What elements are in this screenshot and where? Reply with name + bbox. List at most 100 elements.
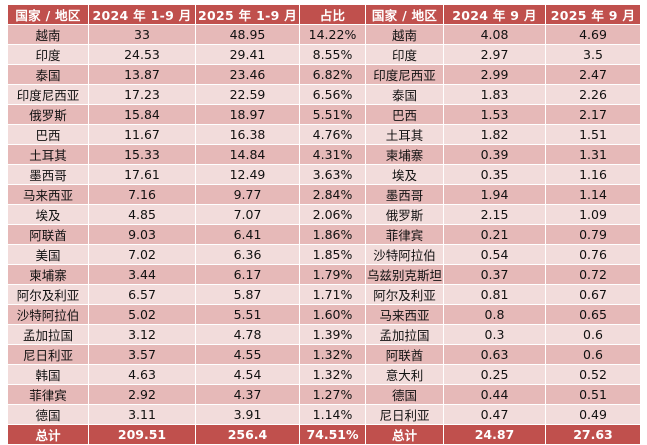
header-2024-sep: 2024 年 9 月 <box>443 4 546 25</box>
table-row: 柬埔寨 3.44 6.17 1.79% 乌兹别克斯坦 0.37 0.72 <box>7 264 641 285</box>
cell-value-2024-sep: 0.44 <box>443 384 546 405</box>
cell-country-right: 越南 <box>365 24 444 45</box>
cell-country-right: 乌兹别克斯坦 <box>365 264 444 285</box>
cell-value-2024-jan-sep: 7.16 <box>88 184 196 205</box>
cell-value-2024-jan-sep: 15.84 <box>88 104 196 125</box>
cell-country-left: 俄罗斯 <box>7 104 89 125</box>
cell-value-2025-sep: 0.6 <box>545 344 641 365</box>
cell-value-2024-jan-sep: 9.03 <box>88 224 196 245</box>
cell-value-2024-sep: 4.08 <box>443 24 546 45</box>
cell-country-right: 俄罗斯 <box>365 204 444 225</box>
cell-value-2024-sep: 0.54 <box>443 244 546 265</box>
table-row: 印度尼西亚 17.23 22.59 6.56% 泰国 1.83 2.26 <box>7 84 641 105</box>
cell-country-right: 墨西哥 <box>365 184 444 205</box>
cell-share: 5.51% <box>299 104 366 125</box>
cell-value-2025-sep: 0.51 <box>545 384 641 405</box>
cell-share: 1.86% <box>299 224 366 245</box>
cell-country-left: 越南 <box>7 24 89 45</box>
table-row: 泰国 13.87 23.46 6.82% 印度尼西亚 2.99 2.47 <box>7 64 641 85</box>
cell-country-left: 印度尼西亚 <box>7 84 89 105</box>
table-row: 土耳其 15.33 14.84 4.31% 柬埔寨 0.39 1.31 <box>7 144 641 165</box>
cell-value-2025-jan-sep: 6.41 <box>195 224 300 245</box>
cell-value-2024-sep: 0.25 <box>443 364 546 385</box>
table-row: 孟加拉国 3.12 4.78 1.39% 孟加拉国 0.3 0.6 <box>7 324 641 345</box>
cell-value-2024-sep: 1.53 <box>443 104 546 125</box>
cell-country-left: 沙特阿拉伯 <box>7 304 89 325</box>
cell-country-right: 阿尔及利亚 <box>365 284 444 305</box>
cell-value-2025-jan-sep: 4.54 <box>195 364 300 385</box>
header-2025-sep: 2025 年 9 月 <box>545 4 641 25</box>
cell-value-2025-jan-sep: 18.97 <box>195 104 300 125</box>
cell-country-left: 孟加拉国 <box>7 324 89 345</box>
cell-value-2024-sep: 0.63 <box>443 344 546 365</box>
cell-value-2024-jan-sep: 17.61 <box>88 164 196 185</box>
cell-value-2024-sep: 0.47 <box>443 404 546 425</box>
cell-value-2025-sep: 1.16 <box>545 164 641 185</box>
cell-value-2024-jan-sep: 3.11 <box>88 404 196 425</box>
cell-value-2024-jan-sep: 17.23 <box>88 84 196 105</box>
cell-country-right: 马来西亚 <box>365 304 444 325</box>
cell-value-2025-jan-sep: 6.17 <box>195 264 300 285</box>
cell-country-left: 泰国 <box>7 64 89 85</box>
cell-value-2024-sep: 0.37 <box>443 264 546 285</box>
cell-value-2025-jan-sep: 7.07 <box>195 204 300 225</box>
cell-share: 1.60% <box>299 304 366 325</box>
cell-country-left: 埃及 <box>7 204 89 225</box>
cell-country-left: 阿联酋 <box>7 224 89 245</box>
table-row: 韩国 4.63 4.54 1.32% 意大利 0.25 0.52 <box>7 364 641 385</box>
cell-value-2025-sep: 1.51 <box>545 124 641 145</box>
cell-share: 8.55% <box>299 44 366 65</box>
cell-country-right: 沙特阿拉伯 <box>365 244 444 265</box>
table-row: 俄罗斯 15.84 18.97 5.51% 巴西 1.53 2.17 <box>7 104 641 125</box>
cell-country-right: 尼日利亚 <box>365 404 444 425</box>
cell-country-left: 土耳其 <box>7 144 89 165</box>
cell-country-left: 印度 <box>7 44 89 65</box>
cell-value-2025-sep: 0.49 <box>545 404 641 425</box>
cell-country-left: 尼日利亚 <box>7 344 89 365</box>
cell-country-left: 阿尔及利亚 <box>7 284 89 305</box>
cell-value-2025-jan-sep: 4.37 <box>195 384 300 405</box>
cell-value-2025-sep: 0.67 <box>545 284 641 305</box>
cell-value-2024-sep: 2.97 <box>443 44 546 65</box>
cell-value-2024-sep: 0.35 <box>443 164 546 185</box>
trade-data-table: 国家 / 地区 2024 年 1-9 月 2025 年 1-9 月 占比 国家 … <box>7 4 641 445</box>
table-row: 印度 24.53 29.41 8.55% 印度 2.97 3.5 <box>7 44 641 65</box>
cell-value-2025-sep: 3.5 <box>545 44 641 65</box>
cell-country-right: 巴西 <box>365 104 444 125</box>
table-body: 越南 33 48.95 14.22% 越南 4.08 4.69 印度 24.53 29.41 8.5… <box>7 24 641 425</box>
cell-value-2024-jan-sep: 7.02 <box>88 244 196 265</box>
table-row: 阿联酋 9.03 6.41 1.86% 菲律宾 0.21 0.79 <box>7 224 641 245</box>
cell-value-2024-jan-sep: 4.63 <box>88 364 196 385</box>
cell-value-2024-sep: 1.94 <box>443 184 546 205</box>
cell-value-2025-jan-sep: 5.87 <box>195 284 300 305</box>
cell-share: 6.56% <box>299 84 366 105</box>
cell-value-2025-jan-sep: 14.84 <box>195 144 300 165</box>
table-row: 阿尔及利亚 6.57 5.87 1.71% 阿尔及利亚 0.81 0.67 <box>7 284 641 305</box>
cell-share: 1.32% <box>299 364 366 385</box>
cell-value-2025-sep: 4.69 <box>545 24 641 45</box>
cell-country-right: 菲律宾 <box>365 224 444 245</box>
cell-value-2025-jan-sep: 12.49 <box>195 164 300 185</box>
cell-value-2025-sep: 2.26 <box>545 84 641 105</box>
cell-value-2025-jan-sep: 6.36 <box>195 244 300 265</box>
cell-value-2025-jan-sep: 5.51 <box>195 304 300 325</box>
cell-value-2024-sep: 0.3 <box>443 324 546 345</box>
cell-country-right: 泰国 <box>365 84 444 105</box>
header-2024-jan-sep: 2024 年 1-9 月 <box>88 4 196 25</box>
cell-share: 2.06% <box>299 204 366 225</box>
cell-value-2024-sep: 0.8 <box>443 304 546 325</box>
cell-country-left: 美国 <box>7 244 89 265</box>
data-table-container: 国家 / 地区 2024 年 1-9 月 2025 年 1-9 月 占比 国家 … <box>7 4 641 445</box>
table-row: 马来西亚 7.16 9.77 2.84% 墨西哥 1.94 1.14 <box>7 184 641 205</box>
cell-share: 1.79% <box>299 264 366 285</box>
table-row: 埃及 4.85 7.07 2.06% 俄罗斯 2.15 1.09 <box>7 204 641 225</box>
cell-value-2025-sep: 0.52 <box>545 364 641 385</box>
cell-value-2024-sep: 0.39 <box>443 144 546 165</box>
cell-share: 2.84% <box>299 184 366 205</box>
table-row: 沙特阿拉伯 5.02 5.51 1.60% 马来西亚 0.8 0.65 <box>7 304 641 325</box>
cell-value-2025-jan-sep: 4.55 <box>195 344 300 365</box>
header-row: 国家 / 地区 2024 年 1-9 月 2025 年 1-9 月 占比 国家 … <box>7 4 641 25</box>
cell-value-2025-sep: 1.09 <box>545 204 641 225</box>
cell-value-2025-sep: 0.72 <box>545 264 641 285</box>
cell-country-left: 巴西 <box>7 124 89 145</box>
